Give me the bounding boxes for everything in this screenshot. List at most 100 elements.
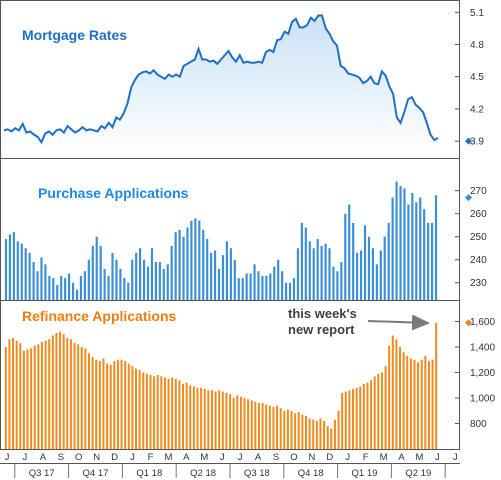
bar (245, 273, 248, 300)
bar (135, 368, 137, 449)
bar (194, 218, 197, 300)
bar (324, 243, 327, 300)
x-month-label: A (398, 452, 405, 463)
y-tick-label: 1,200 (470, 368, 495, 379)
bar (352, 222, 355, 300)
x-month-label: M (416, 452, 424, 463)
bar (435, 322, 438, 449)
bar (196, 387, 199, 449)
rate-y-axis: 5.1 4.8 4.5 4.2 3.9 (455, 8, 484, 148)
bar (415, 202, 418, 300)
bar (135, 252, 138, 300)
bar (178, 380, 181, 449)
bar (69, 339, 72, 449)
y-tick-label: 240 (470, 255, 487, 266)
bar (139, 248, 142, 300)
bar (26, 349, 29, 449)
bar (225, 241, 228, 300)
bar (170, 245, 173, 300)
x-month-label: J (220, 452, 225, 463)
bar (75, 289, 79, 300)
x-month-label: J (130, 452, 135, 463)
bar (4, 346, 7, 449)
bar (48, 339, 51, 449)
bar (44, 340, 47, 449)
bar (221, 391, 224, 449)
bar (423, 209, 426, 300)
bar (107, 275, 110, 300)
y-tick-label: 230 (470, 278, 487, 289)
bar (32, 262, 35, 300)
x-month-label: S (273, 452, 279, 463)
bar (30, 348, 33, 449)
bar (370, 380, 373, 449)
bar (166, 264, 169, 300)
bar (417, 362, 420, 449)
bar (60, 275, 63, 300)
bar (243, 397, 246, 449)
bar (95, 359, 98, 449)
bar (12, 338, 15, 449)
bar (341, 392, 344, 449)
bar (142, 259, 146, 300)
bar (40, 257, 43, 300)
bar (127, 282, 130, 300)
bar (99, 245, 102, 300)
bar (185, 382, 188, 449)
annotation-line-1: this week's (288, 306, 357, 321)
bar (239, 396, 242, 449)
y-tick-label: 4.8 (470, 40, 484, 51)
bar (297, 412, 300, 449)
bar (217, 268, 221, 300)
bar (336, 271, 339, 300)
bar (77, 344, 80, 449)
bar (269, 273, 272, 300)
bar (308, 418, 311, 449)
bar (186, 227, 189, 300)
refinance-panel: 1,600 1,400 1,200 1,000 800 Refinance Applic… (4, 306, 495, 449)
bar (37, 344, 40, 449)
bar (19, 343, 22, 449)
x-month-label: A (255, 452, 262, 463)
bar (431, 222, 434, 300)
bar (395, 181, 398, 300)
x-quarter-label: Q4 17 (83, 468, 109, 479)
y-tick-label: 3.9 (470, 137, 484, 148)
bar (131, 259, 134, 300)
bar (156, 375, 159, 449)
bar (24, 248, 27, 300)
bar (131, 366, 134, 449)
bar (83, 271, 86, 300)
bar (162, 268, 165, 300)
bar (359, 250, 363, 300)
bar (371, 248, 374, 300)
bar (68, 273, 71, 300)
bar (279, 408, 282, 449)
bar (59, 331, 62, 449)
bar (399, 346, 402, 449)
refinance-bars (4, 322, 438, 449)
bar (36, 271, 39, 300)
bar (84, 348, 87, 449)
bar (427, 361, 430, 449)
bar (333, 419, 336, 449)
bar (413, 359, 416, 449)
bar (51, 335, 54, 449)
bar (55, 332, 58, 449)
bar (387, 222, 390, 300)
bar (189, 385, 192, 449)
x-month-label: D (111, 452, 118, 463)
bar (379, 250, 382, 300)
bar (288, 282, 292, 300)
bar (402, 352, 405, 449)
bar (375, 264, 378, 300)
bar (384, 366, 387, 449)
bar (305, 415, 307, 449)
x-quarter-label: Q1 19 (352, 468, 378, 479)
y-tick-label: 1,600 (470, 317, 495, 328)
bar (206, 239, 209, 300)
bar (127, 363, 130, 449)
x-quarter-label: Q3 17 (29, 468, 55, 479)
bar (411, 193, 414, 300)
purchase-panel: 270 260 250 240 230 Purchase Applications (4, 181, 487, 300)
